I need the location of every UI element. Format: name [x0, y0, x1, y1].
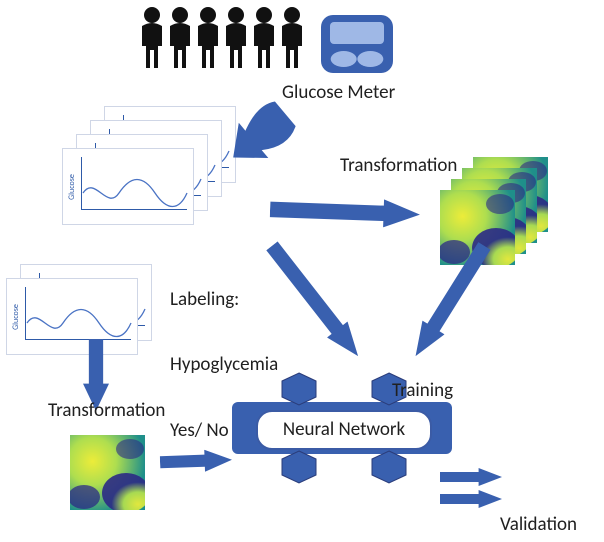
- glucose-meter-icon: [320, 14, 394, 79]
- timeseries-card: Glucose: [6, 278, 138, 355]
- patients-row: [140, 6, 308, 77]
- timeseries-card: Glucose: [62, 148, 194, 225]
- labeling-line3: Yes/ No: [170, 420, 278, 442]
- arrow-nn-to-validation: [440, 468, 502, 486]
- arrow-ts-to-heat-right: [270, 195, 421, 228]
- transformation-left-label: Transformation: [48, 400, 165, 422]
- heatmap-tile: [70, 435, 145, 510]
- neural-network-label-box: Neural Network: [256, 410, 432, 450]
- nn-port-hex: [280, 450, 318, 484]
- nn-port-hex: [370, 450, 408, 484]
- glucose-meter-label: Glucose Meter: [282, 82, 395, 104]
- labeling-line2: Hypoglycemia: [170, 354, 278, 376]
- labeling-line1: Labeling:: [170, 289, 278, 311]
- nn-port-hex: [280, 372, 318, 406]
- training-label: Training: [392, 380, 453, 402]
- labeling-label: Labeling: Hypoglycemia Yes/ No: [170, 245, 278, 463]
- transformation-right-label: Transformation: [340, 155, 457, 177]
- validation-line1: Validation: [500, 514, 577, 536]
- validation-results-label: Validation Results: [500, 470, 577, 542]
- arrow-nn-to-validation-2: [440, 490, 502, 508]
